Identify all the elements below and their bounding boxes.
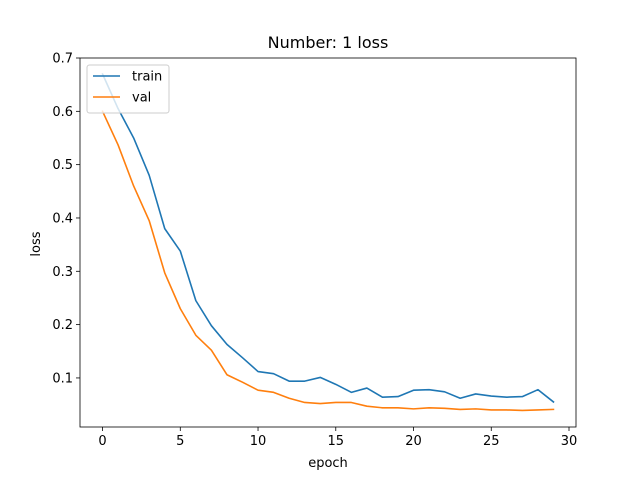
legend-label-val: val [132, 91, 151, 106]
y-tick-label: 0.2 [52, 318, 73, 333]
legend-label-train: train [132, 70, 162, 85]
x-tick-label: 5 [176, 434, 184, 449]
y-tick-label: 0.3 [52, 265, 73, 280]
x-tick-label: 20 [405, 434, 422, 449]
y-tick-label: 0.4 [52, 211, 73, 226]
y-tick-label: 0.1 [52, 371, 73, 386]
axes-frame [79, 57, 577, 428]
x-tick-label: 10 [250, 434, 267, 449]
y-tick-label: 0.6 [52, 105, 73, 120]
series-line-train [101, 72, 555, 404]
legend-box [86, 64, 170, 114]
x-axis-label: epoch [308, 456, 348, 471]
x-tick-label: 0 [98, 434, 106, 449]
x-tick-label: 30 [561, 434, 578, 449]
y-axis-label: loss [29, 231, 44, 256]
series-line-val [101, 110, 555, 412]
legend: train val [86, 64, 170, 114]
y-tick-label: 0.7 [52, 52, 73, 67]
x-tick-label: 15 [328, 434, 345, 449]
plot-area: 0 5 10 15 20 25 30 0.1 0.2 0.3 0.4 0.5 0.6 0.7 [52, 52, 577, 450]
y-tick-label: 0.5 [52, 158, 73, 173]
x-tick-label: 25 [483, 434, 500, 449]
chart-title: Number: 1 loss [268, 33, 389, 52]
